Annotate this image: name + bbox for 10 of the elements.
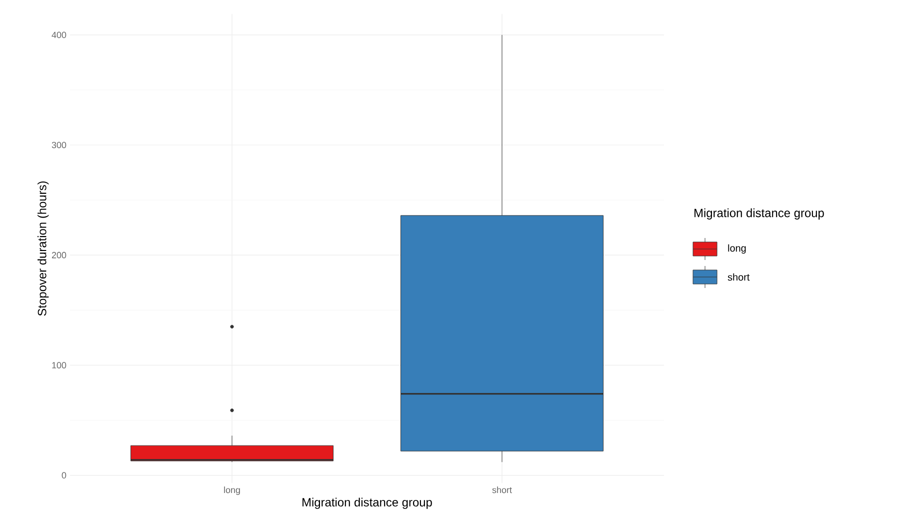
y-axis-title: Stopover duration (hours) [38,181,49,316]
x-axis-title: Migration distance group [302,498,432,509]
legend-label: long [728,244,746,254]
y-tick-label: 300 [52,142,66,148]
y-tick-label: 200 [52,252,66,258]
legend-label: short [728,273,750,281]
legend-title: Migration distance group [694,208,824,220]
y-tick-label: 0 [62,472,66,478]
y-tick-label: 100 [52,362,66,368]
y-tick-label: 400 [52,32,66,38]
